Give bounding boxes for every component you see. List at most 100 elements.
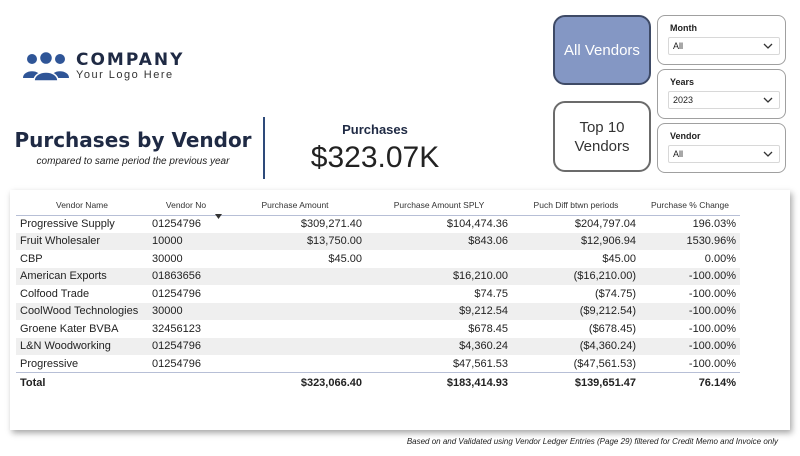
cell-diff: ($16,210.00) bbox=[512, 267, 640, 285]
table-row[interactable]: CoolWood Technologies 30000 $9,212.54 ($… bbox=[16, 302, 740, 320]
cell-vendor-name: Fruit Wholesaler bbox=[16, 232, 148, 250]
table-row[interactable]: L&N Woodworking 01254796 $4,360.24 ($4,3… bbox=[16, 337, 740, 355]
page-subtitle: compared to same period the previous yea… bbox=[36, 156, 230, 167]
cell-vendor-name: CBP bbox=[20, 252, 43, 265]
top10-vendors-button[interactable]: Top 10 Vendors bbox=[553, 101, 651, 172]
total-vendor-no bbox=[148, 372, 224, 393]
cell-purchase-amount bbox=[224, 320, 366, 338]
cell-purchase-amount bbox=[224, 285, 366, 303]
people-group-icon bbox=[23, 50, 69, 82]
title-divider bbox=[263, 117, 265, 179]
cell-purchase-amount-sply bbox=[366, 250, 512, 268]
cell-diff: ($47,561.53) bbox=[573, 357, 636, 370]
vendor-slicer-label: Vendor bbox=[670, 131, 701, 141]
total-purchase-amount: $323,066.40 bbox=[224, 372, 366, 393]
cell-purchase-amount bbox=[224, 355, 366, 373]
month-dropdown-value: All bbox=[673, 41, 684, 51]
cell-pct-change: -100.00% bbox=[688, 322, 736, 335]
cell-diff: ($74.75) bbox=[595, 287, 636, 300]
column-header-purchase-amount-sply[interactable]: Purchase Amount SPLY bbox=[366, 196, 512, 216]
cell-pct-change: -100.00% bbox=[640, 337, 740, 355]
cell-vendor-name: CoolWood Technologies bbox=[16, 302, 148, 320]
chevron-down-icon bbox=[763, 151, 773, 157]
years-slicer: Years 2023 bbox=[657, 69, 786, 119]
cell-purchase-amount-sply: $74.75 bbox=[474, 287, 508, 300]
cell-purchase-amount bbox=[224, 337, 366, 355]
table-row[interactable]: CBP 30000 $45.00 $45.00 0.00% bbox=[16, 250, 740, 268]
total-pct-change: 76.14% bbox=[640, 372, 740, 393]
cell-vendor-no: 32456123 bbox=[152, 322, 201, 335]
kpi-label: Purchases bbox=[342, 122, 408, 137]
cell-purchase-amount bbox=[224, 302, 366, 320]
cell-diff: $45.00 bbox=[602, 252, 636, 265]
vendor-slicer: Vendor All bbox=[657, 123, 786, 173]
vendor-dropdown-value: All bbox=[673, 149, 684, 159]
title-block: Purchases by Vendor compared to same per… bbox=[10, 128, 256, 167]
vendor-dropdown[interactable]: All bbox=[668, 145, 780, 163]
cell-vendor-name: American Exports bbox=[16, 267, 148, 285]
page-title: Purchases by Vendor bbox=[14, 128, 252, 152]
column-header-purchase-amount[interactable]: Purchase Amount bbox=[224, 196, 366, 216]
table-row[interactable]: Progressive 01254796 $47,561.53 ($47,561… bbox=[16, 355, 740, 373]
cell-vendor-no: 30000 bbox=[152, 252, 183, 265]
purchases-table: Vendor Name Vendor No Purchase Amount Pu… bbox=[16, 196, 740, 393]
month-slicer: Month All bbox=[657, 15, 786, 65]
cell-pct-change: 1530.96% bbox=[640, 232, 740, 250]
cell-purchase-amount: $13,750.00 bbox=[224, 232, 366, 250]
cell-purchase-amount bbox=[224, 267, 366, 285]
years-slicer-label: Years bbox=[670, 77, 695, 87]
kpi-value: $323.07K bbox=[310, 141, 440, 174]
table-row[interactable]: Fruit Wholesaler 10000 $13,750.00 $843.0… bbox=[16, 232, 740, 250]
total-purchase-amount-sply: $183,414.93 bbox=[366, 372, 512, 393]
cell-purchase-amount-sply: $104,474.36 bbox=[446, 218, 508, 230]
cell-vendor-name: Progressive Supply bbox=[20, 218, 115, 230]
cell-diff: ($678.45) bbox=[588, 322, 636, 335]
table-row[interactable]: Progressive Supply 01254796 $309,271.40 … bbox=[16, 215, 740, 233]
column-header-vendor-no-label: Vendor No bbox=[165, 200, 207, 211]
cell-purchase-amount: $45.00 bbox=[328, 252, 362, 265]
cell-pct-change: -100.00% bbox=[688, 357, 736, 370]
cell-pct-change: -100.00% bbox=[640, 267, 740, 285]
column-header-vendor-no[interactable]: Vendor No bbox=[148, 196, 224, 219]
cell-diff: ($9,212.54) bbox=[512, 302, 640, 320]
cell-diff: $12,906.94 bbox=[512, 232, 640, 250]
logo-tagline: Your Logo Here bbox=[76, 68, 174, 81]
cell-pct-change: -100.00% bbox=[688, 287, 736, 300]
month-slicer-label: Month bbox=[670, 23, 697, 33]
table-row[interactable]: Groene Kater BVBA 32456123 $678.45 ($678… bbox=[16, 320, 740, 338]
sort-desc-icon[interactable] bbox=[215, 213, 222, 219]
month-dropdown[interactable]: All bbox=[668, 37, 780, 55]
purchases-kpi-card: Purchases $323.07K bbox=[300, 122, 450, 175]
column-header-vendor-name[interactable]: Vendor Name bbox=[16, 196, 148, 216]
cell-vendor-no: 01254796 bbox=[152, 218, 201, 230]
cell-vendor-name: Colfood Trade bbox=[20, 287, 90, 300]
cell-vendor-no: 01254796 bbox=[152, 357, 201, 370]
table-row[interactable]: American Exports 01863656 $16,210.00 ($1… bbox=[16, 267, 740, 285]
column-header-diff[interactable]: Puch Diff btwn periods bbox=[512, 196, 640, 216]
years-dropdown[interactable]: 2023 bbox=[668, 91, 780, 109]
cell-vendor-no: 10000 bbox=[148, 232, 224, 250]
cell-purchase-amount-sply: $47,561.53 bbox=[452, 357, 508, 370]
column-header-pct-change[interactable]: Purchase % Change bbox=[640, 196, 740, 216]
cell-pct-change: 0.00% bbox=[704, 252, 736, 265]
cell-purchase-amount-sply: $9,212.54 bbox=[366, 302, 512, 320]
cell-diff: ($4,360.24) bbox=[512, 337, 640, 355]
cell-vendor-name: L&N Woodworking bbox=[16, 337, 148, 355]
table-header-row: Vendor Name Vendor No Purchase Amount Pu… bbox=[16, 196, 740, 219]
cell-diff: $204,797.04 bbox=[574, 218, 636, 230]
footnote: Based on and Validated using Vendor Ledg… bbox=[406, 437, 778, 446]
cell-pct-change: 196.03% bbox=[692, 218, 736, 230]
cell-vendor-no: 01863656 bbox=[148, 267, 224, 285]
table-total-row: Total $323,066.40 $183,414.93 $139,651.4… bbox=[16, 372, 740, 393]
cell-vendor-no: 01254796 bbox=[152, 287, 201, 300]
cell-vendor-no: 01254796 bbox=[148, 337, 224, 355]
total-label: Total bbox=[16, 372, 148, 393]
cell-purchase-amount: $309,271.40 bbox=[300, 218, 362, 230]
all-vendors-button[interactable]: All Vendors bbox=[553, 15, 651, 85]
logo-name: COMPANY bbox=[76, 49, 185, 70]
chevron-down-icon bbox=[763, 43, 773, 49]
cell-purchase-amount-sply: $678.45 bbox=[468, 322, 508, 335]
cell-purchase-amount-sply: $4,360.24 bbox=[366, 337, 512, 355]
table-row[interactable]: Colfood Trade 01254796 $74.75 ($74.75) -… bbox=[16, 285, 740, 303]
cell-pct-change: -100.00% bbox=[640, 302, 740, 320]
